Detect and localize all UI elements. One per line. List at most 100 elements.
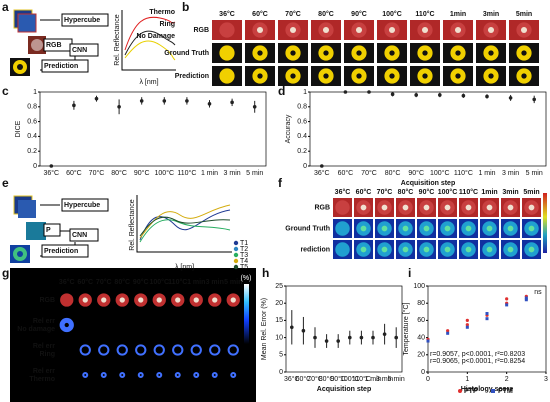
column-header: 70°C xyxy=(285,10,301,18)
error-ring xyxy=(193,372,200,378)
plot-frame xyxy=(427,285,547,373)
mean-point xyxy=(336,339,341,343)
column-header: 90°C xyxy=(133,278,149,286)
error-ring xyxy=(153,344,165,356)
y-tick-label: 15 xyxy=(275,317,283,324)
y-axis-label: Temperature [°C] xyxy=(402,302,410,355)
legend-swatch xyxy=(458,389,462,393)
column-header: 80°C xyxy=(318,10,334,18)
column-header: 3min xyxy=(502,189,518,196)
x-tick-label: 90°C xyxy=(330,375,346,383)
core xyxy=(486,225,493,232)
plot-frame xyxy=(309,91,547,167)
y-tick-label: 20 xyxy=(275,300,283,307)
burn xyxy=(156,297,162,303)
core xyxy=(423,225,430,232)
x-tick-label: 0 xyxy=(426,376,430,383)
y-tick-label: 0.8 xyxy=(297,104,307,111)
annotation: r=0.9057, p<0.0001, r²=0.8203 xyxy=(430,351,525,358)
data-point xyxy=(505,303,509,307)
burn xyxy=(507,204,514,211)
axis-label: Rel. Reflectance xyxy=(129,199,136,250)
y-tick-label: 0.6 xyxy=(27,118,37,125)
mean-point xyxy=(94,96,99,101)
colorbar xyxy=(244,284,249,344)
mean-point xyxy=(324,339,329,343)
y-tick-label: 0 xyxy=(279,369,283,376)
data-point xyxy=(446,331,450,335)
y-tick-label: 0 xyxy=(303,163,307,170)
y-tick-label: 20 xyxy=(417,352,425,359)
core xyxy=(389,50,395,56)
core xyxy=(360,246,367,253)
legend-label: PTP xyxy=(464,388,478,395)
x-tick-label: 3 min xyxy=(376,376,393,383)
burn xyxy=(465,204,472,211)
burn xyxy=(101,297,107,303)
error-ring xyxy=(137,372,144,378)
box-label: CNN xyxy=(72,232,87,239)
box xyxy=(43,223,61,237)
core xyxy=(323,73,329,79)
box-label: CNN xyxy=(72,47,87,54)
burn xyxy=(193,297,199,303)
error-ring xyxy=(116,344,128,356)
burn xyxy=(388,26,396,34)
core xyxy=(356,50,362,56)
x-tick-label: 110°C xyxy=(352,375,371,383)
core xyxy=(290,73,296,79)
mean-point xyxy=(390,92,395,97)
box-label: RGB xyxy=(46,42,62,49)
column-header: 110°C xyxy=(168,278,187,286)
x-tick-label: 100°C xyxy=(155,169,175,177)
error-ring xyxy=(172,344,184,356)
burn xyxy=(520,26,528,34)
error-ring xyxy=(59,317,74,333)
legend-label: T4 xyxy=(240,258,248,265)
mean-point xyxy=(313,335,317,340)
mean-point xyxy=(207,102,212,106)
legend-label: T5 xyxy=(240,264,248,271)
column-header: 3 min xyxy=(206,279,224,286)
core xyxy=(389,73,395,79)
column-header: 1 min xyxy=(187,279,205,286)
column-header: 80°C xyxy=(114,278,130,286)
error-ring xyxy=(156,372,163,378)
core xyxy=(455,73,461,79)
core xyxy=(402,225,409,232)
data-point xyxy=(465,325,469,329)
column-header: 3min xyxy=(483,11,499,18)
column-header: 110°C xyxy=(415,10,434,18)
annotation: ns xyxy=(534,289,542,296)
legend-swatch xyxy=(491,389,495,393)
x-tick-label: 60°C xyxy=(66,169,82,177)
legend-swatch xyxy=(233,258,239,264)
axis-label: Rel. Reflectance xyxy=(114,14,121,65)
mean-point xyxy=(371,335,375,340)
plot-frame xyxy=(39,91,267,167)
row-label: No damage xyxy=(17,326,55,333)
core xyxy=(323,50,329,56)
y-tick-label: 40 xyxy=(417,334,425,341)
legend-label: PTM xyxy=(498,388,513,395)
mean-point xyxy=(290,325,294,330)
x-tick-label: 80°C xyxy=(111,169,127,177)
burn xyxy=(289,26,297,34)
data-point xyxy=(485,317,489,321)
x-axis-label: Histology score xyxy=(461,386,514,393)
column-header: 80°C xyxy=(398,188,414,196)
panel-letter: b xyxy=(182,0,189,14)
burn xyxy=(444,204,451,211)
column-header: 110°C xyxy=(459,188,478,196)
core xyxy=(422,73,428,79)
core xyxy=(507,225,514,232)
data-point xyxy=(505,297,509,301)
core xyxy=(507,246,514,253)
error-ring xyxy=(211,372,218,378)
row-label: Ground Truth xyxy=(164,50,209,57)
column-header: 70°C xyxy=(96,278,112,286)
x-tick-label: 100°C xyxy=(430,169,450,177)
error-ring xyxy=(82,372,89,378)
error-ring xyxy=(135,344,147,356)
